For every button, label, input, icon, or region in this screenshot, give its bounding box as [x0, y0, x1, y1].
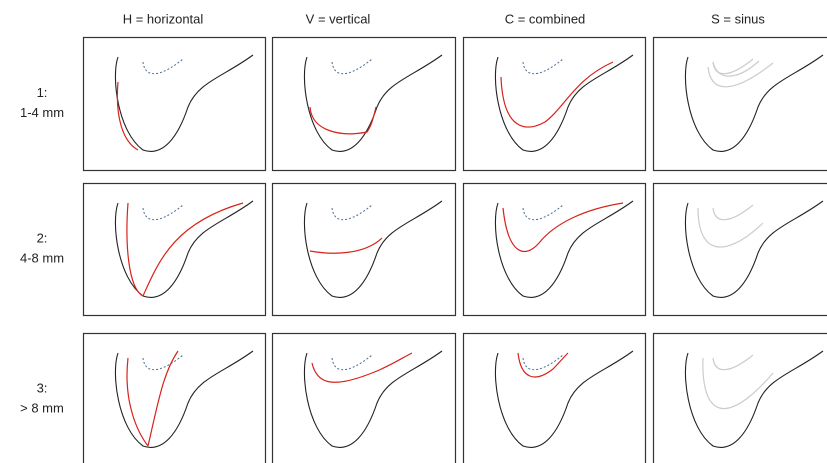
panel — [82, 36, 267, 172]
ridge-outline — [114, 350, 254, 448]
sinus-floor — [331, 204, 373, 221]
defect-line — [309, 237, 383, 254]
defect-line — [311, 352, 413, 383]
row-number: 3: — [37, 380, 48, 395]
defect-line — [712, 60, 760, 77]
column-header: C = combined — [505, 11, 586, 26]
sinus-floor — [522, 58, 564, 75]
row-range: 1-4 mm — [20, 105, 64, 120]
panel-frame — [462, 182, 647, 317]
sinus-floor — [712, 354, 754, 371]
panel-frame — [82, 332, 267, 463]
defect-line — [500, 61, 614, 128]
panel-frame — [82, 36, 267, 172]
defect-line — [707, 62, 774, 88]
panel — [462, 36, 647, 172]
panel — [652, 182, 827, 317]
row-number: 1: — [37, 85, 48, 100]
row-range: > 8 mm — [20, 400, 64, 415]
panel-frame — [652, 36, 827, 172]
ridge-outline — [684, 350, 824, 448]
panel — [271, 36, 457, 172]
ridge-outline — [684, 200, 824, 298]
panel-frame — [271, 36, 457, 172]
row-range: 4-8 mm — [20, 250, 64, 265]
defect-line — [309, 106, 377, 135]
defect-line — [116, 81, 139, 151]
sinus-floor — [522, 204, 564, 221]
ridge-outline — [303, 200, 443, 298]
defect-line — [502, 202, 624, 252]
sinus-floor — [142, 354, 184, 371]
defect-line — [697, 207, 764, 248]
ridge-outline — [494, 54, 634, 152]
panel-frame — [271, 182, 457, 317]
row-number: 2: — [37, 230, 48, 245]
ridge-outline — [303, 54, 443, 152]
ridge-outline — [114, 200, 254, 298]
defect-line — [126, 202, 144, 297]
sinus-floor — [142, 204, 184, 221]
panel — [82, 332, 267, 463]
column-header: S = sinus — [711, 11, 765, 26]
panel-frame — [462, 36, 647, 172]
panel-frame — [271, 332, 457, 463]
panel-frame — [652, 182, 827, 317]
sinus-floor — [331, 354, 373, 371]
panel-frame — [82, 182, 267, 317]
defect-line — [142, 202, 244, 297]
defect-line — [517, 352, 569, 378]
panel — [652, 332, 827, 463]
defect-line — [147, 350, 179, 447]
panel-frame — [462, 332, 647, 463]
panel — [271, 182, 457, 317]
sinus-floor — [522, 354, 564, 371]
ridge-outline — [494, 200, 634, 298]
sinus-floor — [712, 204, 754, 221]
sinus-floor — [142, 58, 184, 75]
panel — [462, 182, 647, 317]
defect-line — [702, 357, 774, 410]
ridge-outline — [303, 350, 443, 448]
sinus-floor — [331, 58, 373, 75]
defect-line — [126, 357, 149, 447]
ridge-outline — [684, 54, 824, 152]
panel — [271, 332, 457, 463]
panel-frame — [652, 332, 827, 463]
column-header: V = vertical — [306, 11, 371, 26]
panel — [462, 332, 647, 463]
ridge-outline — [494, 350, 634, 448]
panel — [652, 36, 827, 172]
panel — [82, 182, 267, 317]
column-header: H = horizontal — [123, 11, 204, 26]
